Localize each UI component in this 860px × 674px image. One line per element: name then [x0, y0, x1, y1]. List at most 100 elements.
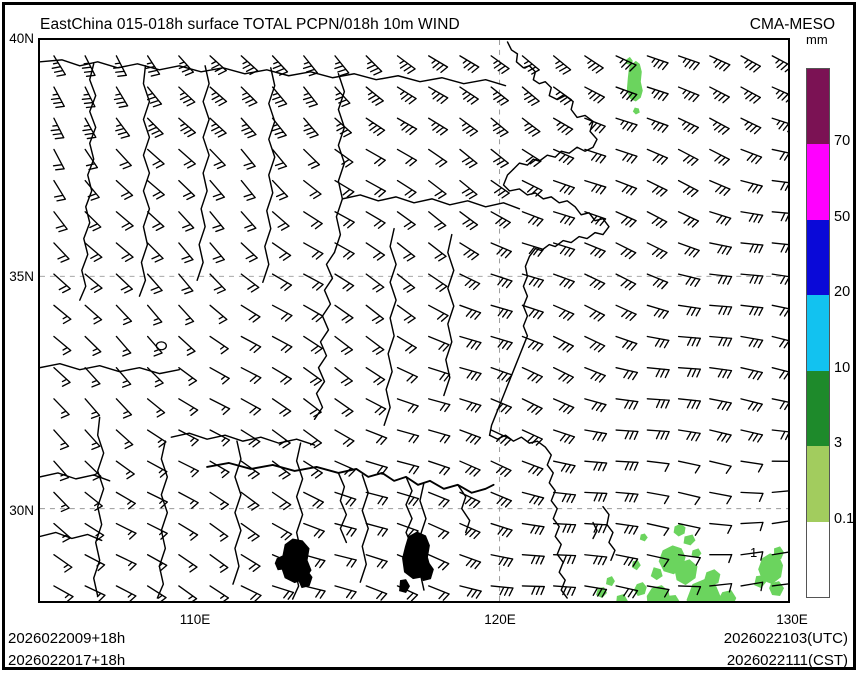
wind-barb [459, 522, 481, 540]
contour-label-1: 1 [750, 545, 758, 560]
map-panel[interactable]: 1 [38, 38, 790, 603]
wind-barb [271, 211, 290, 231]
map-canvas [40, 40, 788, 601]
wind-barb [428, 398, 451, 413]
wind-barb [115, 179, 134, 200]
wind-barb [334, 86, 351, 107]
wind-barb [646, 491, 670, 505]
wind-barb [677, 429, 701, 442]
wind-barb [115, 211, 134, 231]
wind-barb [584, 148, 607, 164]
wind-barb [396, 179, 417, 199]
wind-barb [615, 211, 637, 228]
wind-barb [677, 398, 702, 410]
wind-barb [53, 211, 68, 233]
wind-barb [178, 398, 199, 416]
wind-barb [146, 148, 165, 169]
wind-barb [584, 304, 606, 322]
wind-barb [178, 491, 199, 509]
wind-barb [303, 304, 324, 323]
wind-barb [459, 273, 481, 291]
wind-barb [84, 273, 103, 293]
wind-barb [271, 554, 294, 571]
wind-barb [584, 55, 604, 74]
wind-barb [396, 429, 420, 444]
wind-barb [646, 304, 670, 319]
wind-barb [552, 273, 575, 289]
axis-label-lon-120e: 120E [484, 612, 516, 627]
wind-barb [521, 86, 540, 107]
wind-barb [552, 86, 573, 106]
wind-barb [365, 148, 386, 167]
wind-barb [552, 398, 575, 415]
wind-barb [53, 460, 70, 482]
wind-barb [50, 86, 65, 109]
wind-barb [240, 585, 262, 601]
wind-barbs [50, 55, 788, 601]
wind-barb [490, 117, 509, 138]
wind-barb [428, 522, 450, 540]
wind-barb [584, 179, 607, 195]
wind-barb [552, 55, 572, 75]
wind-barb [178, 242, 194, 264]
wind-barb [396, 86, 417, 105]
wind-barb [459, 366, 482, 382]
wind-barb [53, 398, 70, 419]
wind-barb [521, 273, 545, 288]
wind-barb [709, 582, 733, 593]
wind-barb [771, 551, 788, 556]
wind-barb [740, 460, 764, 473]
wind-barb [396, 522, 419, 539]
wind-barb [646, 211, 668, 229]
wind-barb [334, 522, 357, 537]
wind-barb [584, 491, 608, 502]
wind-barb [677, 522, 701, 536]
wind-barb [521, 460, 544, 476]
wind-barb [771, 583, 788, 587]
wind-barb [115, 585, 137, 601]
colorbar-tick-10: 10 [834, 359, 851, 376]
wind-barb [84, 304, 103, 325]
wind-barb [615, 554, 639, 567]
wind-barb [490, 554, 514, 567]
wind-barb [552, 242, 576, 257]
wind-barb [146, 211, 165, 232]
wind-barb [178, 429, 199, 447]
wind-barb [646, 429, 670, 441]
wind-barb [740, 273, 764, 285]
wind-barb [271, 460, 291, 480]
wind-barb [396, 585, 419, 601]
wind-barb [521, 429, 543, 446]
wind-barb [178, 460, 200, 478]
wind-barb [240, 460, 260, 480]
wind-barb [490, 55, 510, 74]
footer-valid-cst: 2026022111(CST) [726, 652, 848, 669]
wind-barb [552, 148, 575, 165]
wind-barb [771, 304, 788, 317]
wind-barb [334, 429, 355, 447]
wind-barb [740, 581, 764, 592]
wind-barb [396, 491, 420, 507]
wind-barb [240, 491, 260, 511]
wind-barb [209, 304, 228, 325]
colorbar[interactable] [806, 68, 830, 598]
map-geography [40, 41, 616, 600]
wind-barb [584, 117, 606, 134]
wind-barb [584, 429, 608, 442]
wind-barb [646, 117, 669, 133]
wind-barb [303, 585, 326, 599]
wind-barb [334, 335, 354, 355]
wind-barb [52, 148, 65, 171]
wind-barb [334, 398, 354, 417]
wind-barb [115, 491, 136, 510]
wind-barb [146, 522, 168, 540]
wind-barb [428, 429, 451, 444]
wind-barb [84, 335, 102, 357]
wind-barb [209, 491, 230, 511]
wind-barb [115, 148, 132, 170]
wind-barb [53, 491, 70, 513]
wind-barb [428, 55, 449, 74]
wind-barb [740, 398, 763, 412]
wind-barb [240, 179, 256, 201]
